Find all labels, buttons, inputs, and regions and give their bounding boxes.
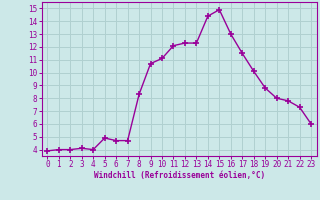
X-axis label: Windchill (Refroidissement éolien,°C): Windchill (Refroidissement éolien,°C) <box>94 171 265 180</box>
